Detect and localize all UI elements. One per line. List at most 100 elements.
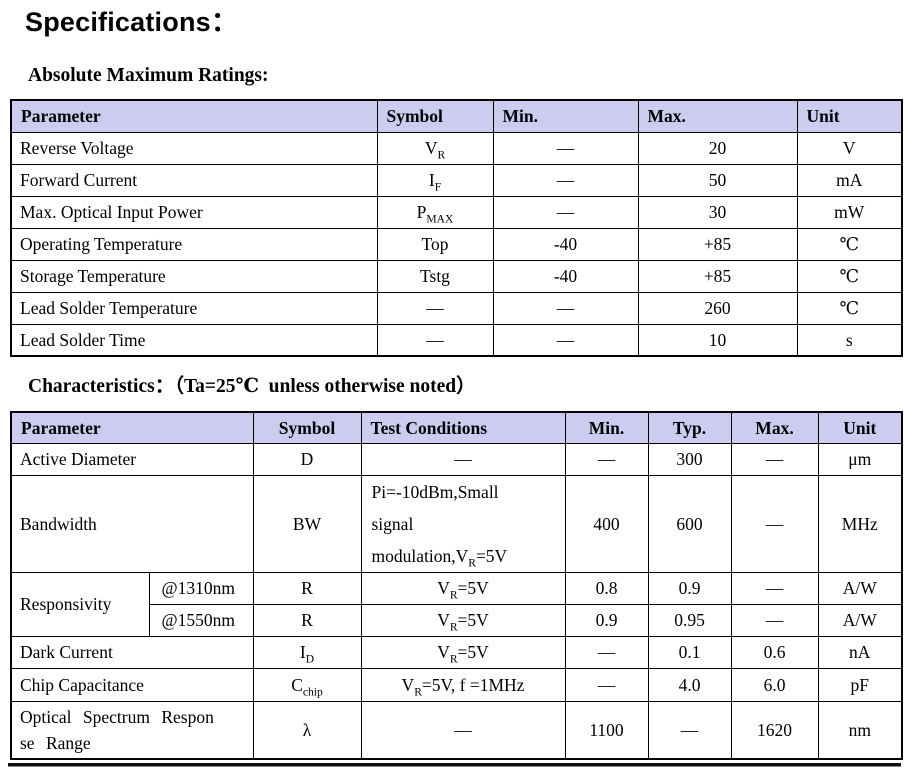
symbol-cell: IF <box>376 163 494 197</box>
test-conditions-cell: VR=5V, f =1MHz <box>360 668 566 703</box>
page-bottom-rule <box>8 762 901 767</box>
typ-cell: 0.95 <box>647 604 732 638</box>
max-cell: 260 <box>637 291 798 325</box>
symbol-cell: Cchip <box>252 668 362 703</box>
max-cell: +85 <box>637 227 798 261</box>
characteristics-table-row: Dark Current ID VR=5V —0.1 0.6 nA <box>10 636 903 670</box>
unit-cell: ℃ <box>796 259 903 293</box>
min-cell: — <box>492 291 639 325</box>
characteristics-column-header-6: Max. <box>730 411 819 445</box>
min-cell: — <box>492 323 639 357</box>
abs-max-table-row: Reverse Voltage VR —20 V <box>10 131 903 165</box>
characteristics-table: Parameter Symbol Test Conditions Min. Typ. Ma… <box>10 410 903 760</box>
abs-max-table-row: Storage Temperature Tstg -40 +85 ℃ <box>10 259 903 293</box>
characteristics-table-row: Optical Spectrum Respon se Range λ —1100—16… <box>10 701 903 760</box>
unit-cell: V <box>796 131 903 165</box>
min-cell: — <box>492 131 639 165</box>
unit-cell: mW <box>796 195 903 229</box>
param-cell: Lead Solder Time <box>10 323 378 357</box>
characteristics-table-row: Bandwidth BW Pi=-10dBm,Small signal modulati… <box>10 475 903 574</box>
unit-cell: ℃ <box>796 291 903 325</box>
unit-cell: μm <box>817 443 903 477</box>
characteristics-table-row: Active Diameter D — —300— μm <box>10 443 903 477</box>
datasheet-page: Specifications： Absolute Maximum Ratings… <box>0 7 909 767</box>
characteristics-table-row: @1550nm R VR=5V 0.9 0.95— A/W <box>11 604 903 638</box>
test-conditions-cell: VR=5V <box>360 604 566 638</box>
typ-cell: — <box>647 701 732 760</box>
param-cell: Forward Current <box>10 163 378 197</box>
symbol-cell: ID <box>252 636 362 670</box>
symbol-cell: PMAX <box>376 195 494 229</box>
min-cell: — <box>564 668 649 703</box>
min-cell: — <box>564 636 649 670</box>
param-cell: Optical Spectrum Respon se Range <box>10 701 254 760</box>
unit-cell: s <box>796 323 903 357</box>
min-cell: 400 <box>564 475 649 574</box>
param-cell: Reverse Voltage <box>10 131 378 165</box>
param-cell: Bandwidth <box>10 475 254 574</box>
abs-max-column-header-3: Min. <box>492 99 639 133</box>
symbol-cell: λ <box>252 701 362 760</box>
symbol-cell: — <box>376 323 494 357</box>
param-cell: Responsivity <box>10 572 150 638</box>
unit-cell: A/W <box>817 572 903 606</box>
abs-max-table-row: Max. Optical Input Power PMAX —30 mW <box>10 195 903 229</box>
min-cell: -40 <box>492 227 639 261</box>
min-cell: 0.9 <box>564 604 649 638</box>
test-conditions-cell: Pi=-10dBm,Small signal modulation,VR=5V <box>360 475 566 574</box>
abs-max-header-row: Parameter Symbol Min. Max. Unit <box>10 99 903 133</box>
symbol-cell: — <box>376 291 494 325</box>
max-cell: 20 <box>637 131 798 165</box>
min-cell: -40 <box>492 259 639 293</box>
test-conditions-cell: VR=5V <box>360 572 566 606</box>
abs-max-table-row: Forward Current IF —50 mA <box>10 163 903 197</box>
test-conditions-cell: — <box>360 701 566 760</box>
absolute-maximum-ratings-heading: Absolute Maximum Ratings: <box>28 65 269 87</box>
test-conditions-cell: — <box>360 443 566 477</box>
test-conditions-cell: VR=5V <box>360 636 566 670</box>
characteristics-table-row: Chip Capacitance Cchip VR=5V, f =1MHz —4.0 6… <box>10 668 903 703</box>
max-cell: 50 <box>637 163 798 197</box>
param-cell: Max. Optical Input Power <box>10 195 378 229</box>
max-cell: 0.6 <box>730 636 819 670</box>
typ-cell: 4.0 <box>647 668 732 703</box>
unit-cell: mA <box>796 163 903 197</box>
typ-cell: 0.1 <box>647 636 732 670</box>
abs-max-column-header-2: Symbol <box>376 99 494 133</box>
symbol-cell: BW <box>252 475 362 574</box>
symbol-cell: R <box>252 572 362 606</box>
min-cell: — <box>492 195 639 229</box>
symbol-cell: D <box>252 443 362 477</box>
max-cell: — <box>730 475 819 574</box>
abs-max-table-row: Operating Temperature Top -40 +85 ℃ <box>10 227 903 261</box>
unit-cell: ℃ <box>796 227 903 261</box>
sub-param-cell: @1310nm <box>148 572 254 606</box>
unit-cell: nm <box>817 701 903 760</box>
characteristics-column-header-4: Min. <box>564 411 649 445</box>
characteristics-column-header-7: Unit <box>817 411 903 445</box>
param-cell: Storage Temperature <box>10 259 378 293</box>
min-cell: 0.8 <box>564 572 649 606</box>
max-cell: +85 <box>637 259 798 293</box>
unit-cell: pF <box>817 668 903 703</box>
symbol-cell: Top <box>376 227 494 261</box>
characteristics-header-row: Parameter Symbol Test Conditions Min. Typ. Ma… <box>10 411 903 445</box>
unit-cell: A/W <box>817 604 903 638</box>
param-cell: Operating Temperature <box>10 227 378 261</box>
param-cell: Dark Current <box>10 636 254 670</box>
min-cell: 1100 <box>564 701 649 760</box>
characteristics-column-header-3: Test Conditions <box>360 411 566 445</box>
unit-cell: MHz <box>817 475 903 574</box>
unit-cell: nA <box>817 636 903 670</box>
max-cell: — <box>730 572 819 606</box>
characteristics-heading: Characteristics：（Ta=25℃ unless otherwise… <box>28 376 476 398</box>
min-cell: — <box>564 443 649 477</box>
symbol-cell: Tstg <box>376 259 494 293</box>
abs-max-table-row: Lead Solder Time — —10 s <box>10 323 903 357</box>
sub-param-cell: @1550nm <box>148 604 254 638</box>
max-cell: — <box>730 604 819 638</box>
typ-cell: 0.9 <box>647 572 732 606</box>
abs-max-column-header-5: Unit <box>796 99 903 133</box>
max-cell: 10 <box>637 323 798 357</box>
max-cell: 6.0 <box>730 668 819 703</box>
